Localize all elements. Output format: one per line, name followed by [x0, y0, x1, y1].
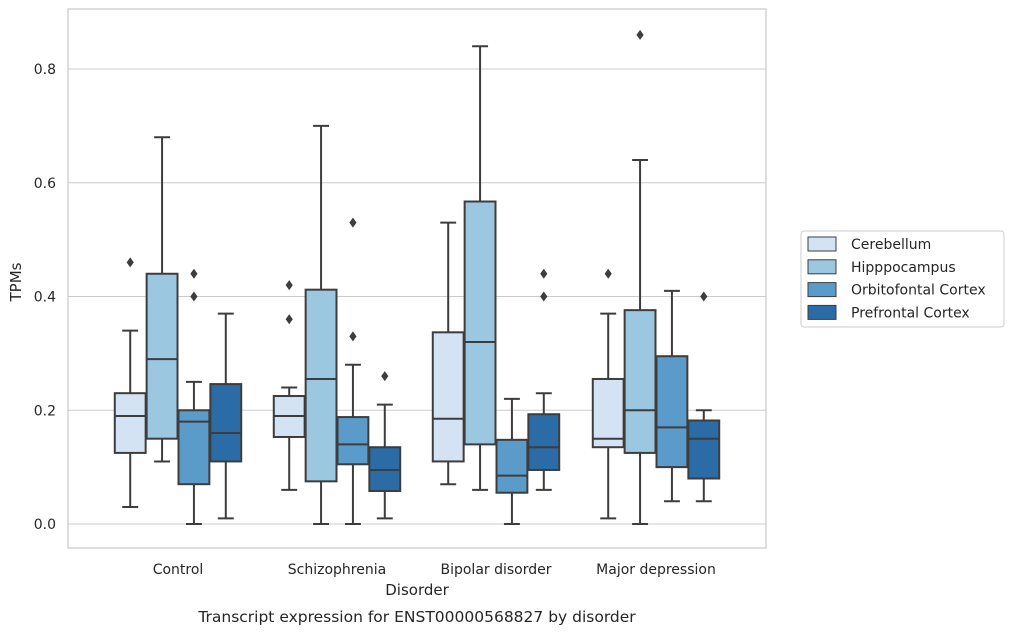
box-group	[687, 291, 721, 503]
y-tick-labels: 0.0 0.2 0.4 0.6 0.8	[34, 62, 56, 533]
box-iqr	[495, 438, 529, 494]
box-layer	[113, 29, 721, 525]
outlier-marker	[349, 331, 357, 342]
outlier-marker	[636, 29, 644, 40]
x-tick-label: Bipolar disorder	[440, 562, 551, 578]
legend-label: Prefrontal Cortex	[851, 305, 970, 321]
box-group	[623, 29, 657, 525]
box-group	[495, 397, 529, 525]
outlier-marker	[285, 280, 293, 291]
chart-caption: Transcript expression for ENST0000056882…	[197, 608, 636, 626]
x-tick-labels: Control Schizophrenia Bipolar disorder Majo…	[153, 562, 716, 578]
x-tick-label: Schizophrenia	[288, 562, 386, 578]
y-tick-label: 0.6	[34, 176, 56, 192]
outlier-marker	[126, 257, 134, 268]
legend-frame	[800, 230, 1005, 328]
legend-label: Orbitofontal Cortex	[851, 283, 986, 299]
legend-label: Hipppocampus	[851, 260, 956, 276]
outlier-marker	[349, 217, 357, 228]
y-tick-label: 0.0	[34, 517, 56, 533]
box-group	[209, 312, 243, 520]
outlier-marker	[540, 268, 548, 279]
outlier-marker	[190, 268, 198, 279]
x-axis-label: Disorder	[385, 581, 449, 599]
box-iqr	[209, 383, 243, 463]
box-group	[113, 257, 147, 508]
box-iqr	[145, 272, 179, 440]
legend-swatch	[807, 304, 837, 320]
x-tick-label: Control	[153, 562, 204, 578]
box-iqr	[304, 288, 338, 483]
outlier-marker	[700, 291, 708, 302]
box-group	[336, 217, 370, 525]
legend-swatch	[807, 282, 837, 298]
outlier-marker	[381, 371, 389, 382]
y-tick-label: 0.2	[34, 403, 56, 419]
y-axis-label: TPMs	[7, 262, 25, 302]
box-iqr	[113, 392, 147, 454]
outlier-marker	[540, 291, 548, 302]
plot-area-frame	[67, 8, 767, 549]
box-group	[304, 124, 338, 525]
box-iqr	[463, 200, 497, 446]
box-group	[145, 136, 179, 463]
box-group	[368, 371, 402, 520]
box-group	[272, 280, 306, 491]
box-group	[527, 268, 561, 491]
outlier-marker	[190, 291, 198, 302]
box-iqr	[336, 416, 370, 466]
box-iqr	[655, 355, 689, 469]
box-iqr	[431, 331, 465, 463]
y-tick-label: 0.4	[34, 290, 56, 306]
legend: Cerebellum Hipppocampus Orbitofontal Corte…	[800, 230, 1005, 328]
box-iqr	[687, 419, 721, 480]
y-tick-label: 0.8	[34, 62, 56, 78]
outlier-marker	[604, 268, 612, 279]
box-iqr	[527, 413, 561, 471]
box-iqr	[623, 309, 657, 454]
legend-label: Cerebellum	[851, 237, 931, 253]
x-tick-label: Major depression	[596, 562, 716, 578]
outlier-marker	[285, 314, 293, 325]
box-iqr	[591, 377, 625, 449]
box-group	[591, 268, 625, 520]
box-group	[655, 289, 689, 503]
box-group	[177, 268, 211, 525]
box-group	[431, 221, 465, 486]
legend-swatch	[807, 236, 837, 252]
box-group	[463, 45, 497, 491]
legend-swatch	[807, 259, 837, 275]
